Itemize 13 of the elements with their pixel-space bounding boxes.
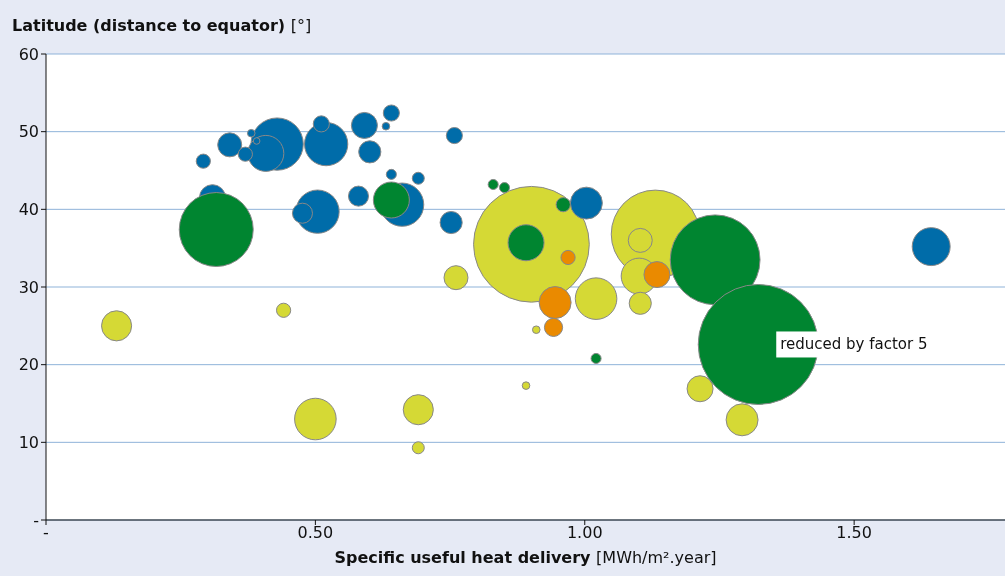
y-tick-label: 40 [18, 200, 39, 220]
x-tick-label: 1.00 [566, 523, 603, 543]
y-tick-label: 30 [18, 277, 39, 297]
x-tick-label: 1.50 [836, 523, 872, 543]
x-axis-title: Specific useful heat delivery [MWh/m².year] [334, 548, 717, 567]
annotation: reduced by factor 5 [780, 335, 928, 354]
x-tick-label: 0.50 [297, 523, 334, 543]
y-axis-title: Latitude (distance to equator) [°] [12, 16, 312, 35]
y-tick-label: 10 [18, 433, 39, 453]
y-tick-label: 20 [18, 355, 39, 375]
y-tick-label: 50 [18, 122, 39, 142]
y-tick-label: - [33, 510, 39, 530]
y-tick-label: 60 [18, 44, 39, 64]
